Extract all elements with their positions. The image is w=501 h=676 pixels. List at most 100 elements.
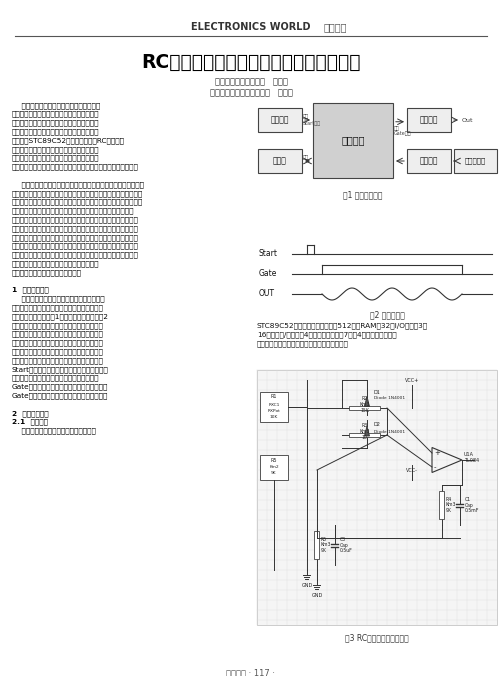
Text: 模拟信号实验结果可以看出，他能够模拟并下: 模拟信号实验结果可以看出，他能够模拟并下 [12, 155, 99, 162]
Text: R3
Km3
10: R3 Km3 10 [359, 423, 369, 440]
Text: 题，方便测井设备维修和现场电子线路检测并: 题，方便测井设备维修和现场电子线路检测并 [12, 111, 99, 118]
Text: Start: Start [259, 249, 278, 258]
Text: VCC-: VCC- [405, 468, 417, 473]
Text: R2
Km3
15K: R2 Km3 15K [359, 396, 369, 413]
Text: 工串行口等优点，可以完全满足上述实验功能。: 工串行口等优点，可以完全满足上述实验功能。 [257, 340, 348, 347]
Bar [348, 406, 379, 410]
Text: 图1 总体设计框图: 图1 总体设计框图 [343, 190, 382, 199]
Text: TL084: TL084 [463, 458, 478, 464]
Bar [406, 108, 450, 132]
Text: 随着电子信息产业的发展，各种电子系统中对于正弦信号的应用: 随着电子信息产业的发展，各种电子系统中对于正弦信号的应用 [12, 181, 144, 188]
Text: 主控模块: 主控模块 [341, 135, 364, 145]
Text: R5
Km3
9K: R5 Km3 9K [320, 537, 330, 553]
Text: 串口: 串口 [303, 155, 309, 160]
Bar [260, 455, 288, 480]
Text: 16位定时器/计数器，4个外部中断，一个7向量4级中断结构，全双: 16位定时器/计数器，4个外部中断，一个7向量4级中断结构，全双 [257, 331, 396, 337]
Polygon shape [364, 397, 369, 406]
Text: 本次设计中的硬件部分主要包含主控模块、: 本次设计中的硬件部分主要包含主控模块、 [12, 295, 104, 302]
Bar [314, 531, 319, 559]
Text: 的延时时间，然后再输出一定时间的门控信号: 的延时时间，然后再输出一定时间的门控信号 [12, 375, 99, 381]
Text: RXPot: RXPot [267, 409, 280, 413]
Text: 振荡电路的振动频率来产生可控时间段的正弦: 振荡电路的振动频率来产生可控时间段的正弦 [12, 146, 99, 153]
Text: VCC+: VCC+ [404, 378, 418, 383]
Text: U1A: U1A [463, 452, 473, 458]
Text: C3
Cap
0.5uF: C3 Cap 0.5uF [339, 537, 352, 553]
Text: R4
Km3
9K: R4 Km3 9K [444, 497, 455, 513]
Text: +: + [433, 450, 439, 456]
Text: 简单并实用的信号模拟器。该模拟器的核心器: 简单并实用的信号模拟器。该模拟器的核心器 [12, 128, 99, 135]
Bar [348, 433, 379, 437]
Text: 仪器产生的声下信号，对油田测井仪器检测具有较高的实用价值。: 仪器产生的声下信号，对油田测井仪器检测具有较高的实用价值。 [12, 164, 139, 170]
Text: 10K: 10K [270, 415, 278, 419]
Text: Diode 1N4001: Diode 1N4001 [373, 430, 404, 434]
Text: 技术交流: 技术交流 [323, 22, 346, 32]
Text: D2: D2 [373, 422, 380, 427]
Text: Out: Out [461, 118, 472, 122]
Text: 为解决水下、井下数据测量分析困难的问: 为解决水下、井下数据测量分析困难的问 [12, 102, 100, 109]
Text: 沈阳城市学院建筑工程学院   饶林南: 沈阳城市学院建筑工程学院 饶林南 [209, 88, 292, 97]
Polygon shape [364, 426, 369, 436]
Text: 起始: 起始 [303, 114, 309, 119]
Text: 长江大学电子信息学院   赵展锫: 长江大学电子信息学院 赵展锫 [214, 77, 287, 86]
Text: Gate信号时间段的大小的正弦模拟信号信号。: Gate信号时间段的大小的正弦模拟信号信号。 [12, 392, 108, 399]
Text: 2.1  主控模块: 2.1 主控模块 [12, 419, 48, 425]
Text: 根据设计要求，本次设计的主控模块是: 根据设计要求，本次设计的主控模块是 [12, 428, 96, 434]
Text: ·: · [300, 22, 309, 32]
Text: Gate，用来导通继电器。进而可以向外界输出: Gate，用来导通继电器。进而可以向外界输出 [12, 383, 108, 390]
Text: 放大模块: 放大模块 [419, 157, 437, 166]
Text: RC桥式正弦波振荡电路的信号模拟器设计: RC桥式正弦波振荡电路的信号模拟器设计 [141, 53, 360, 72]
Text: 以会延时一段时间，再向外界发送一段时间的正弦信号。在接收脉: 以会延时一段时间，再向外界发送一段时间的正弦信号。在接收脉 [12, 251, 139, 258]
Bar [406, 149, 450, 173]
Bar [258, 149, 302, 173]
Text: 所示。信号源模块用于产生模拟正弦信号，然后: 所示。信号源模块用于产生模拟正弦信号，然后 [12, 322, 104, 329]
Text: 以控制正弦信号输出的时间，当模拟器接收到启动脉冲信号时，就: 以控制正弦信号输出的时间，当模拟器接收到启动脉冲信号时，就 [12, 243, 139, 249]
Text: Km2: Km2 [269, 465, 278, 469]
Bar [438, 491, 443, 519]
Text: 上位机: 上位机 [273, 157, 287, 166]
Bar [258, 108, 302, 132]
Text: 驱动模块: 驱动模块 [419, 116, 437, 124]
Text: 给检能额一个正弦激发信号，但激发信号的时间会根据不同实际情: 给检能额一个正弦激发信号，但激发信号的时间会根据不同实际情 [12, 216, 139, 223]
Text: 电子世界 · 117 ·: 电子世界 · 117 · [226, 668, 275, 676]
Text: Gate: Gate [259, 270, 277, 279]
Text: 信号源模块、放大电路模块、驱动电路模块等。: 信号源模块、放大电路模块、驱动电路模块等。 [12, 304, 104, 311]
Text: 足轻重的作用。在很多的测井仪器设备的模拟工作过程中，需要: 足轻重的作用。在很多的测井仪器设备的模拟工作过程中，需要 [12, 208, 134, 214]
Text: C1
Cap
0.5mF: C1 Cap 0.5mF [463, 497, 478, 513]
Text: 图2 信号时序图: 图2 信号时序图 [369, 310, 404, 319]
Text: R5: R5 [270, 458, 277, 462]
Text: OUT: OUT [259, 289, 275, 299]
Text: Start脉冲信号，产生中断，此时会有一段可控: Start脉冲信号，产生中断，此时会有一段可控 [12, 366, 109, 372]
Text: 提高设备对信号采集的准确性，设计出了一款: 提高设备对信号采集的准确性，设计出了一款 [12, 120, 99, 126]
Text: 门控: 门控 [393, 126, 399, 130]
Text: R1: R1 [270, 395, 277, 400]
Text: GND: GND [311, 593, 322, 598]
Text: 件是选用STC89C52单片机，并控制RC桥式正弦: 件是选用STC89C52单片机，并控制RC桥式正弦 [12, 137, 125, 144]
Text: Gate信号: Gate信号 [393, 130, 411, 136]
Bar [453, 149, 496, 173]
Text: 系统整体设计框图如图1所示。信号时序图如图2: 系统整体设计框图如图1所示。信号时序图如图2 [12, 313, 109, 320]
Text: 况而变化，很多信号模拟器所发出的信号都是持续的而且无法控制: 况而变化，很多信号模拟器所发出的信号都是持续的而且无法控制 [12, 225, 139, 232]
Text: RXC1: RXC1 [268, 403, 279, 407]
Text: 器模块。默认状态下，驱动电路中的继电器处于: 器模块。默认状态下，驱动电路中的继电器处于 [12, 339, 104, 346]
Bar [257, 370, 496, 625]
Text: 1  总体方案设计: 1 总体方案设计 [12, 287, 49, 293]
Text: D1: D1 [373, 389, 380, 395]
Text: 信号源模块: 信号源模块 [464, 158, 485, 164]
Text: 9K: 9K [271, 471, 276, 475]
Text: Diode 1N4001: Diode 1N4001 [373, 396, 404, 400]
Text: 以而对这两段时间进行自主的控制。: 以而对这两段时间进行自主的控制。 [12, 269, 82, 276]
Text: 冲信号前，可以通过串口向主控模块下达指令: 冲信号前，可以通过串口向主控模块下达指令 [12, 260, 99, 267]
Bar [313, 103, 392, 178]
Text: -: - [433, 464, 436, 470]
Text: 图3 RC桥式正弦波振荡电路: 图3 RC桥式正弦波振荡电路 [345, 633, 408, 642]
Text: STC89C52单片机，该单片机具有512字节RAM，32位I/O口线，3个: STC89C52单片机，该单片机具有512字节RAM，32位I/O口线，3个 [257, 322, 427, 329]
Text: 2  系统硬件设计: 2 系统硬件设计 [12, 410, 49, 416]
Text: 输送正弦信号时，主控模块接收参检测到外界的: 输送正弦信号时，主控模块接收参检测到外界的 [12, 357, 104, 364]
Text: 经放大电路进行放大处理，驱动电路中包含续电: 经放大电路进行放大处理，驱动电路中包含续电 [12, 331, 104, 337]
Text: 输出时间。本文设计的信号模拟器，不仅操作简易成本低，而且可: 输出时间。本文设计的信号模拟器，不仅操作简易成本低，而且可 [12, 234, 139, 241]
Text: 越来越多，因而频繁波的应用范围也越来越广。其中，正弦信号作为: 越来越多，因而频繁波的应用范围也越来越广。其中，正弦信号作为 [12, 190, 143, 197]
Text: GND: GND [301, 583, 312, 588]
Bar [260, 392, 288, 422]
Text: 工程实践中应用最多的电信号之一，在系统测量和排除错误中起着举: 工程实践中应用最多的电信号之一，在系统测量和排除错误中起着举 [12, 199, 143, 206]
Text: 外界设备: 外界设备 [270, 116, 289, 124]
